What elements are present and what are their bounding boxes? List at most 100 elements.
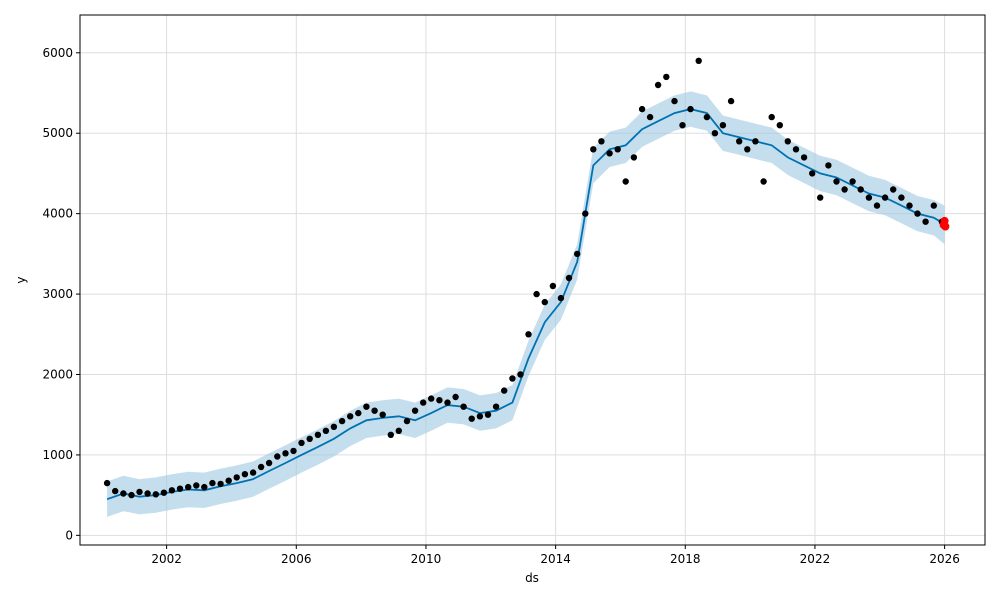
observed-point bbox=[347, 413, 354, 420]
observed-point bbox=[744, 146, 751, 153]
uncertainty-band bbox=[107, 91, 945, 517]
y-tick-label: 1000 bbox=[42, 448, 73, 462]
observed-point bbox=[574, 250, 581, 258]
observed-point bbox=[646, 113, 654, 121]
observed-point bbox=[857, 186, 864, 193]
observed-point bbox=[452, 393, 459, 401]
observed-point bbox=[671, 97, 678, 105]
observed-point bbox=[371, 407, 378, 414]
observed-point bbox=[330, 423, 338, 430]
observed-point bbox=[217, 480, 224, 488]
observed-point bbox=[444, 399, 451, 406]
observed-point bbox=[630, 154, 638, 161]
observed-point bbox=[622, 178, 629, 185]
observed-point bbox=[606, 150, 613, 157]
y-tick-label: 2000 bbox=[42, 367, 73, 381]
observed-point bbox=[403, 417, 411, 425]
observed-point bbox=[290, 447, 297, 455]
observed-point bbox=[476, 413, 484, 420]
x-tick-label: 2006 bbox=[281, 552, 312, 566]
observed-point bbox=[322, 427, 330, 434]
y-tick-label: 6000 bbox=[42, 46, 73, 60]
x-tick-label: 2026 bbox=[929, 552, 960, 566]
observed-point bbox=[800, 154, 808, 161]
observed-point bbox=[922, 218, 929, 225]
observed-point bbox=[363, 403, 370, 410]
observed-point bbox=[865, 194, 873, 201]
observed-points-layer bbox=[103, 57, 946, 499]
observed-point bbox=[679, 122, 686, 129]
observed-point bbox=[387, 431, 394, 438]
observed-point bbox=[420, 399, 427, 406]
observed-point bbox=[265, 459, 273, 467]
observed-point bbox=[541, 298, 548, 306]
observed-point bbox=[241, 471, 249, 478]
observed-point bbox=[160, 489, 168, 496]
observed-point bbox=[695, 57, 702, 64]
observed-point bbox=[314, 431, 322, 438]
observed-point bbox=[103, 479, 111, 487]
observed-point bbox=[638, 105, 646, 113]
observed-point bbox=[582, 210, 589, 217]
observed-point bbox=[249, 469, 257, 476]
observed-point bbox=[468, 415, 475, 422]
observed-point bbox=[776, 122, 783, 129]
y-axis-ticks: 0 1000 2000 3000 4000 5000 6000 bbox=[42, 46, 80, 542]
observed-point bbox=[719, 122, 727, 129]
observed-point bbox=[565, 274, 573, 282]
observed-point bbox=[809, 170, 816, 177]
observed-point bbox=[549, 282, 557, 290]
uncertainty-band-layer bbox=[107, 91, 945, 517]
observed-point bbox=[930, 202, 937, 209]
forecast-line bbox=[106, 108, 946, 501]
observed-point bbox=[898, 194, 905, 201]
observed-point bbox=[411, 407, 419, 414]
observed-point bbox=[914, 210, 921, 217]
x-tick-label: 2018 bbox=[670, 552, 701, 566]
x-axis-ticks: 2002 2006 2010 2014 2018 2022 2026 bbox=[151, 545, 960, 566]
observed-point bbox=[501, 387, 508, 394]
observed-point bbox=[841, 186, 848, 193]
observed-point bbox=[355, 409, 362, 417]
observed-point bbox=[484, 411, 492, 418]
observed-point bbox=[201, 483, 208, 491]
observed-point bbox=[185, 483, 192, 491]
grid-lines bbox=[80, 15, 985, 545]
observed-point bbox=[817, 194, 824, 201]
x-axis-label: ds bbox=[525, 571, 539, 585]
observed-point bbox=[298, 439, 305, 447]
observed-point bbox=[144, 490, 151, 497]
y-axis-label: y bbox=[14, 276, 28, 283]
observed-point bbox=[736, 138, 743, 145]
observed-point bbox=[379, 411, 386, 418]
observed-point bbox=[654, 81, 662, 89]
observed-point bbox=[428, 395, 435, 402]
observed-point bbox=[136, 488, 143, 496]
observed-point bbox=[257, 463, 265, 471]
x-tick-label: 2010 bbox=[411, 552, 442, 566]
observed-point bbox=[168, 487, 176, 494]
observed-point bbox=[120, 490, 127, 497]
observed-point bbox=[890, 186, 897, 193]
observed-point bbox=[338, 417, 346, 425]
observed-point bbox=[663, 73, 670, 81]
observed-point bbox=[557, 294, 565, 302]
highlight-points-layer bbox=[939, 216, 950, 231]
observed-point bbox=[525, 331, 532, 338]
observed-point bbox=[274, 453, 281, 460]
observed-point bbox=[225, 477, 232, 484]
observed-point bbox=[436, 397, 443, 404]
observed-point bbox=[598, 138, 605, 145]
x-tick-label: 2002 bbox=[151, 552, 182, 566]
plot-frame bbox=[79, 14, 986, 546]
observed-point bbox=[703, 113, 711, 121]
observed-point bbox=[881, 194, 889, 201]
observed-point bbox=[509, 375, 516, 382]
observed-point bbox=[282, 450, 289, 457]
highlight-point bbox=[941, 222, 950, 231]
observed-point bbox=[687, 105, 694, 113]
observed-point bbox=[833, 178, 840, 185]
observed-point bbox=[492, 403, 500, 410]
y-tick-label: 3000 bbox=[42, 287, 73, 301]
